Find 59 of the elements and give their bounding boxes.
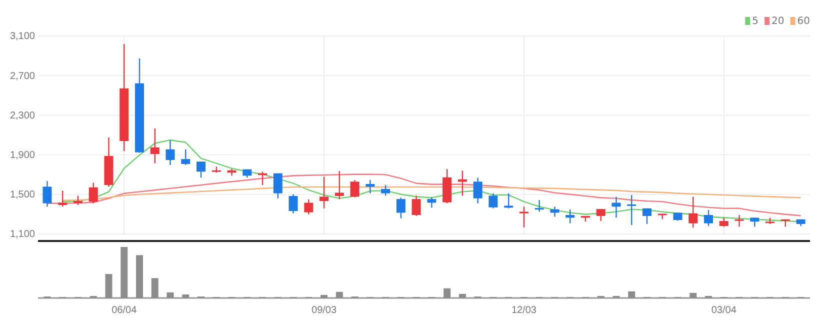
x-tick-label: 09/03 bbox=[312, 305, 337, 316]
candlestick bbox=[504, 192, 514, 209]
bar bbox=[628, 291, 636, 298]
candlestick bbox=[273, 172, 282, 199]
x-tick-label: 03/04 bbox=[711, 305, 737, 316]
candlestick bbox=[412, 195, 421, 217]
candlestick bbox=[304, 198, 314, 215]
candlestick bbox=[396, 197, 406, 219]
candlestick bbox=[612, 196, 621, 218]
bar bbox=[444, 288, 451, 298]
candlestick bbox=[719, 217, 728, 228]
candlestick bbox=[642, 208, 652, 225]
candlestick bbox=[288, 194, 298, 214]
bar bbox=[120, 247, 128, 298]
candlestick bbox=[627, 194, 636, 226]
y-tick-label: 2,700 bbox=[10, 70, 36, 82]
bar bbox=[166, 292, 174, 298]
bar bbox=[105, 274, 112, 298]
candlestick bbox=[181, 148, 190, 166]
candlestick bbox=[88, 182, 98, 204]
candlestick bbox=[334, 170, 344, 200]
candlestick bbox=[596, 208, 606, 222]
candlestick bbox=[196, 161, 206, 178]
y-tick-label: 3,100 bbox=[10, 31, 36, 42]
bar bbox=[320, 294, 328, 298]
candlestick bbox=[519, 206, 528, 228]
x-tick-label: 06/04 bbox=[112, 305, 138, 316]
candlestick bbox=[150, 128, 160, 164]
bar bbox=[182, 294, 190, 298]
candlestick bbox=[704, 209, 713, 227]
bar bbox=[336, 292, 343, 298]
candlestick bbox=[381, 184, 390, 196]
bar bbox=[458, 294, 466, 298]
y-tick-label: 1,500 bbox=[10, 190, 36, 201]
y-tick-label: 1,100 bbox=[10, 229, 36, 240]
bar bbox=[151, 278, 158, 298]
legend-label: 60 bbox=[797, 16, 810, 27]
candlestick bbox=[734, 214, 744, 228]
candlestick bbox=[688, 196, 698, 228]
candlestick bbox=[42, 180, 52, 208]
candlestick bbox=[73, 195, 82, 206]
bar bbox=[136, 255, 143, 298]
candlestick bbox=[473, 177, 482, 204]
legend-label: 20 bbox=[772, 16, 784, 27]
y-tick-label: 1,900 bbox=[10, 150, 36, 161]
legend-label: 5 bbox=[752, 16, 759, 27]
candlestick bbox=[350, 179, 360, 198]
candlestick bbox=[58, 190, 68, 208]
candlestick bbox=[488, 192, 498, 209]
candlestick bbox=[566, 208, 575, 224]
candlestick bbox=[750, 217, 760, 228]
x-tick-label: 12/03 bbox=[511, 305, 537, 316]
candlestick bbox=[166, 139, 175, 166]
candlestick bbox=[320, 176, 329, 209]
y-tick-label: 2,300 bbox=[10, 110, 36, 122]
candlestick bbox=[534, 199, 544, 212]
candlestick bbox=[366, 179, 375, 194]
bar bbox=[690, 292, 697, 298]
candlestick bbox=[427, 196, 436, 208]
